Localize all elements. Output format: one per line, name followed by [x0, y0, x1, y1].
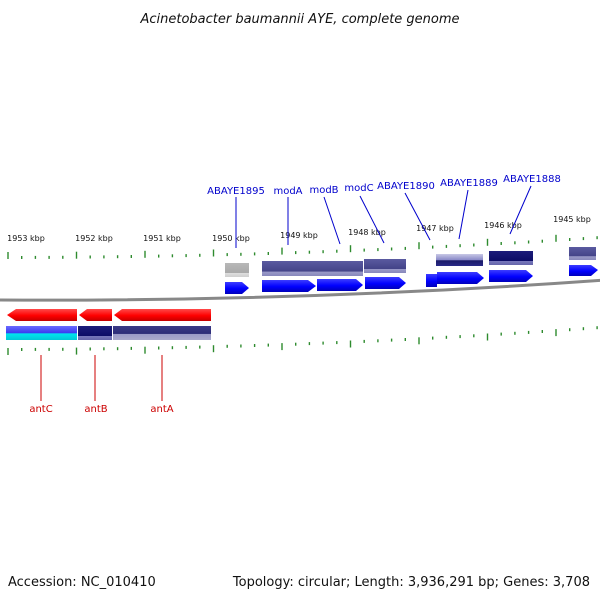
gene-label-modB[interactable]: modB	[309, 185, 338, 196]
tick-label: 1948 kbp	[348, 228, 386, 237]
protein-band-antB	[78, 326, 112, 340]
tick-marks-upper	[7, 234, 598, 259]
protein-band-modB	[364, 259, 406, 273]
protein-band-ABAYE1888	[489, 251, 533, 265]
genome-summary-text: Topology: circular; Length: 3,936,291 bp…	[232, 575, 590, 590]
tick-label: 1952 kbp	[75, 234, 113, 243]
protein-band-edge	[569, 247, 596, 260]
tick-label: 1951 kbp	[143, 234, 181, 243]
tick-label: 1947 kbp	[416, 224, 454, 233]
protein-band-modA	[262, 261, 363, 276]
gene-antC-arrow[interactable]	[7, 309, 77, 321]
tick-label: 1950 kbp	[212, 234, 250, 243]
gene-label-antA[interactable]: antA	[150, 404, 173, 415]
gene-label-ABAYE1888[interactable]: ABAYE1888	[503, 174, 561, 185]
gene-ABAYE1890-arrow[interactable]	[426, 274, 437, 287]
gene-modA-arrow[interactable]	[262, 280, 316, 292]
gene-modC-arrow[interactable]	[365, 277, 406, 289]
gene-label-ABAYE1890[interactable]: ABAYE1890	[377, 181, 435, 192]
gene-callouts-lower	[40, 355, 163, 401]
tick-label: 1945 kbp	[553, 215, 591, 224]
gene-label-ABAYE1895[interactable]: ABAYE1895	[207, 186, 265, 197]
protein-band-antA	[113, 326, 211, 340]
gene-ABAYE1889-arrow[interactable]	[437, 272, 484, 284]
tick-label: 1949 kbp	[280, 231, 318, 240]
gene-label-antC[interactable]: antC	[29, 404, 52, 415]
gene-antA-arrow[interactable]	[114, 309, 211, 321]
protein-band-antC	[6, 326, 77, 340]
protein-band-ABAYE1889	[436, 254, 483, 266]
map-title: Acinetobacter baumannii AYE, complete ge…	[139, 12, 459, 27]
gene-modB-arrow[interactable]	[317, 279, 363, 291]
gene-label-ABAYE1889[interactable]: ABAYE1889	[440, 178, 498, 189]
genome-backbone	[0, 278, 600, 302]
tick-label: 1946 kbp	[484, 221, 522, 230]
tick-marks-lower	[7, 326, 598, 355]
tick-label: 1953 kbp	[7, 234, 45, 243]
gene-ABAYE1895-arrow[interactable]	[225, 282, 249, 294]
gene-label-modC[interactable]: modC	[344, 183, 373, 194]
protein-band-ABAYE1895	[225, 263, 249, 277]
gene-callouts-upper	[235, 185, 532, 248]
gene-antB-arrow[interactable]	[79, 309, 112, 321]
accession-text: Accession: NC_010410	[8, 575, 156, 590]
gene-label-antB[interactable]: antB	[84, 404, 107, 415]
gene-label-modA[interactable]: modA	[273, 186, 302, 197]
gene-ABAYE1888-arrow[interactable]	[489, 270, 533, 282]
gene-edge-arrow[interactable]	[569, 265, 598, 276]
